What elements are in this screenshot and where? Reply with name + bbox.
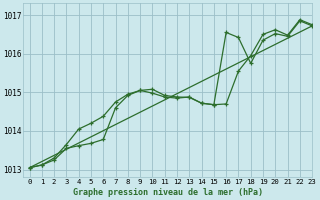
X-axis label: Graphe pression niveau de la mer (hPa): Graphe pression niveau de la mer (hPa) (73, 188, 263, 197)
